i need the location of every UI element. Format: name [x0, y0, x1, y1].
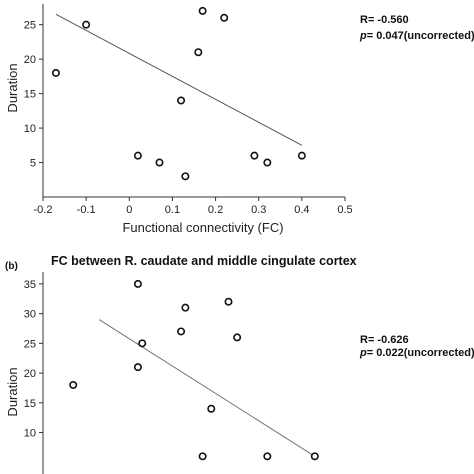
- panel-b-fit-line: [98, 319, 316, 457]
- panel-a-y-axis-label: Duration: [5, 63, 20, 112]
- panel-b-stat-p-symbol: p: [359, 347, 367, 359]
- panel-b-points: [69, 279, 319, 461]
- a-x-tick-label-4: 0.2: [208, 204, 223, 216]
- b-point-2: [133, 279, 142, 288]
- a-x-tick-label-1: -0.1: [77, 204, 96, 216]
- panel-b-stat-p-value: = 0.022(uncorrected): [367, 347, 474, 359]
- b-y-tick-label-3: 25: [24, 338, 36, 350]
- b-y-tick-label-4: 30: [24, 309, 36, 321]
- a-point-2: [133, 151, 142, 160]
- b-point-11: [310, 452, 319, 461]
- b-point-5: [181, 303, 190, 312]
- panel-b-y-ticks: 10 15 20 25 30 35: [24, 279, 43, 440]
- panel-a-stat-r: R= -0.560: [360, 14, 409, 26]
- b-point-1: [133, 363, 142, 372]
- panel-b-stat-r: R= -0.626: [360, 334, 409, 346]
- panel-a-points: [51, 6, 306, 181]
- panel-a: -0.2 -0.1 0 0.1 0.2 0.3 0.4 0.5 5 10 15 20 25 Funct…: [5, 4, 474, 235]
- b-point-8: [224, 297, 233, 306]
- b-y-tick-label-2: 20: [24, 368, 36, 380]
- a-point-8: [220, 13, 229, 22]
- a-y-tick-label-4: 25: [24, 20, 36, 32]
- a-x-tick-label-0: -0.2: [34, 204, 53, 216]
- b-y-tick-label-1: 15: [24, 398, 36, 410]
- panel-a-stat-p-value: = 0.047(uncorrected): [367, 30, 474, 42]
- b-point-7: [207, 404, 216, 413]
- panel-a-axes: [42, 4, 345, 198]
- a-point-1: [82, 20, 91, 29]
- a-x-tick-label-7: 0.5: [337, 204, 352, 216]
- a-x-tick-label-3: 0.1: [165, 204, 180, 216]
- b-point-10: [263, 452, 272, 461]
- a-point-11: [297, 151, 306, 160]
- panel-a-stat-p-symbol: p: [359, 30, 367, 42]
- a-y-tick-label-1: 10: [24, 123, 36, 135]
- panel-a-x-axis-label: Functional connectivity (FC): [122, 220, 283, 235]
- a-x-tick-label-6: 0.4: [294, 204, 309, 216]
- a-y-tick-label-3: 20: [24, 54, 36, 66]
- b-y-tick-label-0: 10: [24, 428, 36, 440]
- panel-a-stat-p: p= 0.047(uncorrected): [359, 30, 474, 42]
- panel-b-title: FC between R. caudate and middle cingula…: [51, 254, 357, 268]
- panel-b: (b) FC between R. caudate and middle cin…: [5, 254, 474, 474]
- panel-a-x-ticks: -0.2 -0.1 0 0.1 0.2 0.3 0.4 0.5: [34, 197, 353, 216]
- a-point-7: [198, 6, 207, 15]
- panel-b-y-axis-label: Duration: [5, 367, 20, 416]
- a-y-tick-label-2: 15: [24, 89, 36, 101]
- b-y-tick-label-5: 35: [24, 279, 36, 291]
- a-point-9: [250, 151, 259, 160]
- a-point-0: [51, 68, 60, 77]
- b-point-4: [177, 327, 186, 336]
- panel-b-label: (b): [5, 261, 18, 272]
- a-x-tick-label-5: 0.3: [251, 204, 266, 216]
- b-point-3: [138, 339, 147, 348]
- a-point-4: [177, 96, 186, 105]
- a-point-6: [194, 48, 203, 57]
- b-point-9: [233, 333, 242, 342]
- b-point-6: [198, 452, 207, 461]
- a-x-tick-label-2: 0: [126, 204, 132, 216]
- panel-a-fit-line: [55, 13, 303, 146]
- a-point-5: [181, 172, 190, 181]
- b-point-0: [69, 380, 78, 389]
- a-point-3: [155, 158, 164, 167]
- panel-a-y-ticks: 5 10 15 20 25: [24, 20, 43, 170]
- a-y-tick-label-0: 5: [30, 158, 36, 170]
- a-point-10: [263, 158, 272, 167]
- panel-b-stat-p: p= 0.022(uncorrected): [359, 347, 474, 359]
